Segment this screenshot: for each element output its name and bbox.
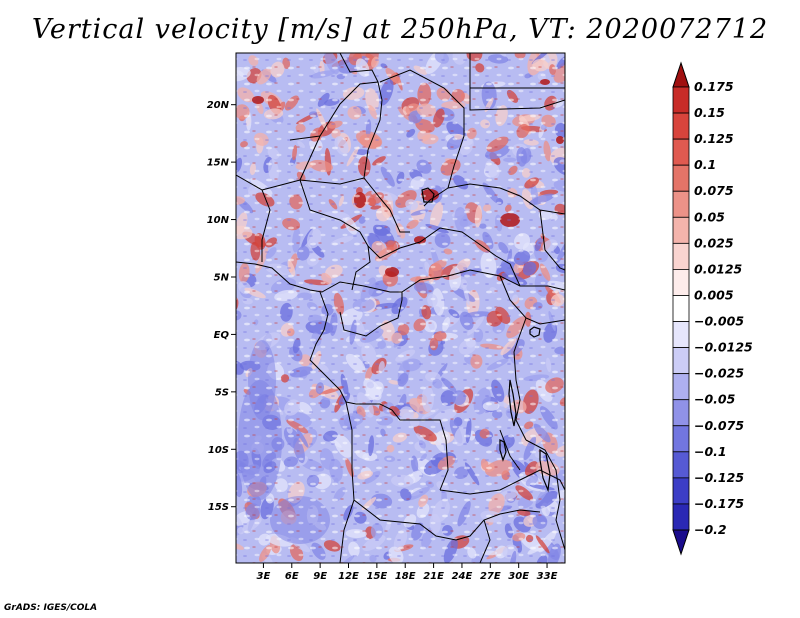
colorbar-swatch: [672, 190, 690, 218]
colorbar-label: −0.075: [694, 418, 744, 433]
colorbar-label: −0.175: [694, 496, 744, 511]
lat-tick-label: 5N: [214, 272, 230, 283]
colorbar-swatch: [672, 86, 690, 114]
vertical-velocity-field: [236, 53, 565, 563]
colorbar-label: 0.075: [694, 183, 734, 198]
colorbar-label: 0.175: [694, 79, 734, 94]
colorbar-swatch: [672, 295, 690, 322]
lon-tick-label: 12E: [338, 571, 359, 582]
lakes: [421, 187, 551, 493]
lat-tick-label: 20N: [207, 100, 230, 111]
lat-tick-label: EQ: [214, 330, 230, 341]
colorbar-label: −0.005: [694, 314, 744, 329]
colorbar-label: 0.15: [694, 105, 725, 120]
lon-tick-label: 27E: [480, 571, 501, 582]
lat-tick-label: 15S: [208, 502, 229, 513]
colorbar-label: −0.0125: [694, 340, 753, 355]
lat-tick-label: 10N: [207, 215, 230, 226]
map-frame: [235, 52, 566, 564]
colorbar-swatch: [672, 373, 690, 401]
colorbar-label: 0.025: [694, 235, 734, 250]
colorbar-swatch: [672, 269, 690, 296]
lon-tick-label: 30E: [508, 571, 529, 582]
colorbar-label: −0.2: [694, 522, 727, 537]
country-borders: [236, 53, 565, 563]
colorbar-swatch: [672, 503, 690, 531]
lat-tick-label: 15N: [207, 158, 230, 169]
lon-tick-label: 15E: [366, 571, 387, 582]
colorbar-label: −0.05: [694, 392, 736, 407]
colorbar-label: 0.0125: [694, 261, 743, 276]
latitude-axis: 20N 15N 10N 5N EQ 5S 10S 15S: [207, 100, 236, 513]
colorbar-swatch: [672, 242, 690, 270]
colorbar-swatch: [672, 477, 690, 505]
colorbar-label: −0.1: [694, 444, 727, 459]
plot-title: Vertical velocity [m/s] at 250hPa, VT: 2…: [31, 14, 769, 45]
lon-tick-label: 18E: [395, 571, 416, 582]
colorbar-label: 0.1: [694, 157, 716, 172]
lon-tick-label: 3E: [257, 571, 271, 582]
longitude-axis: 3E 6E 9E 12E 15E 18E 21E 24E 27E 30E 33E: [257, 563, 558, 582]
lon-tick-label: 24E: [452, 571, 473, 582]
colorbar-swatch: [672, 112, 690, 140]
colorbar-swatch: [672, 399, 690, 427]
grads-credit: GrADS: IGES/COLA: [4, 603, 98, 613]
colorbar-top-arrow: [672, 61, 690, 88]
colorbar-swatch: [672, 347, 690, 375]
colorbar-label: −0.125: [694, 470, 744, 485]
colorbar-label: 0.05: [694, 209, 725, 224]
lon-tick-label: 9E: [313, 571, 327, 582]
colorbar-swatch: [672, 425, 690, 453]
colorbar-swatch: [672, 321, 690, 348]
lat-tick-label: 5S: [215, 387, 229, 398]
colorbar-bottom-arrow: [672, 529, 690, 556]
colorbar-swatch: [672, 216, 690, 244]
lon-tick-label: 6E: [285, 571, 299, 582]
colorbar-label: 0.005: [694, 288, 734, 303]
lat-tick-label: 10S: [208, 445, 229, 456]
colorbar: 0.175 0.15 0.125 0.1 0.075 0.05 0.025 0.0125 0.0…: [672, 61, 753, 556]
colorbar-swatch: [672, 138, 690, 166]
lon-tick-label: 21E: [423, 571, 444, 582]
colorbar-label: 0.125: [694, 131, 734, 146]
lon-tick-label: 33E: [537, 571, 558, 582]
colorbar-swatch: [672, 451, 690, 479]
colorbar-label: −0.025: [694, 366, 744, 381]
colorbar-swatch: [672, 164, 690, 192]
